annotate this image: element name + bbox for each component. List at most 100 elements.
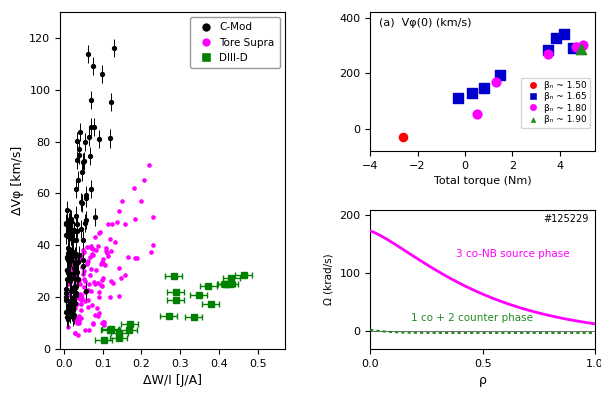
Point	[491, 79, 501, 85]
Point	[80, 278, 90, 284]
Point	[93, 280, 103, 286]
Point	[472, 110, 481, 117]
Point	[136, 198, 146, 205]
Point	[78, 251, 87, 257]
Point	[70, 281, 80, 288]
Point	[94, 289, 103, 295]
Point	[66, 267, 76, 274]
Point	[68, 295, 78, 301]
X-axis label: Total torque (Nm): Total torque (Nm)	[434, 176, 531, 186]
Point	[94, 243, 103, 249]
Point	[467, 89, 477, 96]
Legend: βₙ ~ 1.50, βₙ ~ 1.65, βₙ ~ 1.80, βₙ ~ 1.90: βₙ ~ 1.50, βₙ ~ 1.65, βₙ ~ 1.80, βₙ ~ 1.…	[520, 77, 590, 128]
Point	[101, 248, 111, 254]
Point	[76, 252, 85, 259]
Point	[91, 281, 100, 287]
Point	[121, 221, 130, 227]
Point	[69, 304, 79, 310]
Point	[91, 312, 100, 318]
Point	[79, 248, 89, 255]
Point	[453, 95, 463, 101]
Point	[578, 42, 588, 49]
Point	[102, 249, 112, 256]
Point	[72, 301, 82, 308]
Point	[74, 254, 84, 260]
Point	[76, 292, 85, 298]
Point	[88, 252, 98, 259]
Point	[64, 277, 73, 284]
Point	[65, 262, 75, 269]
Y-axis label: ΔVφ [km/s]: ΔVφ [km/s]	[11, 146, 23, 215]
Point	[67, 270, 77, 277]
Point	[80, 298, 90, 304]
Point	[67, 258, 77, 265]
Point	[551, 35, 561, 42]
Point	[65, 302, 75, 309]
Point	[84, 327, 94, 333]
Point	[80, 289, 90, 295]
Point	[65, 274, 75, 281]
Point	[115, 265, 124, 271]
Point	[70, 317, 80, 323]
Point	[88, 302, 97, 308]
Point	[103, 221, 113, 227]
Text: 1 co + 2 counter phase: 1 co + 2 counter phase	[410, 313, 532, 323]
Point	[67, 261, 76, 267]
Point	[123, 253, 133, 260]
Point	[84, 287, 93, 293]
Point	[66, 286, 76, 292]
Point	[65, 303, 75, 309]
Text: (a)  Vφ(0) (km/s): (a) Vφ(0) (km/s)	[379, 18, 472, 28]
Point	[71, 316, 81, 322]
Point	[106, 236, 115, 243]
Point	[543, 47, 552, 53]
Point	[77, 263, 87, 270]
Point	[130, 215, 140, 222]
Point	[70, 330, 79, 336]
Point	[76, 301, 86, 307]
Point	[78, 271, 88, 277]
Point	[74, 253, 84, 260]
Point	[101, 245, 111, 251]
Point	[91, 267, 101, 273]
Point	[112, 219, 121, 225]
Point	[66, 265, 76, 271]
Point	[96, 261, 106, 267]
Point	[76, 307, 85, 313]
Point	[79, 276, 88, 283]
Point	[68, 285, 78, 292]
Point	[97, 277, 107, 284]
Point	[72, 274, 81, 280]
Point	[98, 319, 108, 325]
Point	[97, 259, 106, 265]
Point	[115, 208, 124, 215]
Point	[88, 320, 97, 326]
Point	[79, 284, 89, 290]
Point	[572, 44, 581, 50]
Point	[568, 45, 578, 51]
Point	[130, 254, 140, 261]
Point	[120, 272, 130, 278]
Point	[86, 288, 96, 294]
Point	[75, 256, 84, 262]
Point	[144, 162, 154, 168]
Point	[106, 277, 116, 284]
Point	[70, 301, 80, 307]
Point	[115, 293, 124, 300]
Point	[70, 304, 80, 311]
Point	[99, 260, 108, 267]
X-axis label: ΔW/I [J/A]: ΔW/I [J/A]	[143, 374, 202, 387]
Point	[85, 271, 94, 278]
Point	[75, 318, 84, 324]
Point	[64, 292, 73, 298]
Point	[93, 305, 102, 311]
Point	[88, 321, 98, 328]
Point	[73, 332, 83, 338]
Point	[86, 265, 96, 272]
Point	[76, 315, 85, 321]
Point	[92, 247, 102, 253]
Point	[64, 298, 73, 304]
Point	[84, 297, 93, 303]
Point	[86, 245, 96, 251]
Point	[100, 261, 109, 268]
